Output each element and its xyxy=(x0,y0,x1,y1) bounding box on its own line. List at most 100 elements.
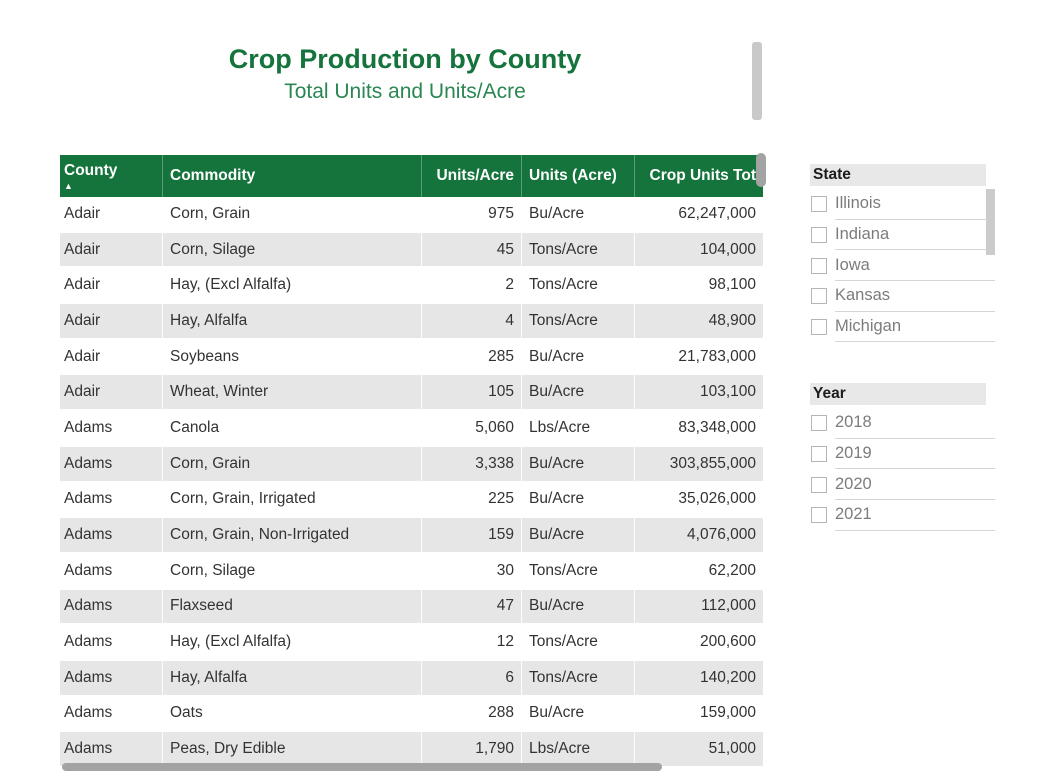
table-cell-county: Adair xyxy=(60,339,162,376)
table-cell-county: Adair xyxy=(60,232,162,269)
table-cell-county: Adams xyxy=(60,518,162,554)
table-row[interactable]: Adair Soybeans 285 Bu/Acre 21,783,000 xyxy=(60,339,763,376)
table-cell-commodity: Hay, (Excl Alfalfa) xyxy=(162,625,421,661)
table-cell-commodity: Oats xyxy=(162,696,421,733)
state-option-iowa[interactable]: Iowa xyxy=(810,250,995,282)
checkbox-unchecked-icon[interactable] xyxy=(811,196,827,213)
table-cell-commodity: Hay, (Excl Alfalfa) xyxy=(162,268,421,305)
option-label-underline: Iowa xyxy=(835,250,995,282)
page-scrollbar-thumb[interactable] xyxy=(752,42,762,120)
table-row[interactable]: Adams Oats 288 Bu/Acre 159,000 xyxy=(60,696,763,733)
table-cell-units-unit: Bu/Acre xyxy=(521,589,634,626)
table-cell-county: Adams xyxy=(60,589,162,626)
page-subtitle: Total Units and Units/Acre xyxy=(284,80,526,103)
state-option-illinois[interactable]: Illinois xyxy=(810,189,995,220)
table-cell-units-acre: 4 xyxy=(421,304,521,340)
table-cell-county: Adams xyxy=(60,411,162,447)
table-cell-county: Adams xyxy=(60,553,162,590)
checkbox-unchecked-icon[interactable] xyxy=(811,227,827,244)
year-option-2019[interactable]: 2019 xyxy=(810,439,995,470)
checkbox-unchecked-icon[interactable] xyxy=(811,319,827,336)
table-cell-county: Adair xyxy=(60,268,162,305)
column-header-county-label: County xyxy=(64,161,118,179)
table-row[interactable]: Adair Wheat, Winter 105 Bu/Acre 103,100 xyxy=(60,375,763,412)
table-cell-commodity: Hay, Alfalfa xyxy=(162,660,421,697)
checkbox-unchecked-icon[interactable] xyxy=(811,288,827,305)
table-row[interactable]: Adams Hay, (Excl Alfalfa) 12 Tons/Acre 200,6… xyxy=(60,625,763,661)
table-row[interactable]: Adair Corn, Silage 45 Tons/Acre 104,000 xyxy=(60,232,763,269)
state-slicer-header: State xyxy=(810,164,986,186)
column-header-commodity[interactable]: Commodity xyxy=(162,155,421,197)
checkbox-unchecked-icon[interactable] xyxy=(811,507,827,524)
year-option-2021[interactable]: 2021 xyxy=(810,500,995,531)
table-row[interactable]: Adams Corn, Silage 30 Tons/Acre 62,200 xyxy=(60,553,763,590)
data-table: County ▲ Commodity Units/Acre Units (Acr… xyxy=(60,155,763,768)
year-option-2018[interactable]: 2018 xyxy=(810,408,995,439)
table-cell-crop-units-tot: 98,100 xyxy=(634,268,763,305)
table-row[interactable]: Adams Hay, Alfalfa 6 Tons/Acre 140,200 xyxy=(60,660,763,697)
column-header-county[interactable]: County ▲ xyxy=(60,155,162,197)
state-option-kansas[interactable]: Kansas xyxy=(810,281,995,312)
table-row[interactable]: Adams Corn, Grain 3,338 Bu/Acre 303,855,000 xyxy=(60,446,763,483)
checkbox-unchecked-icon[interactable] xyxy=(811,415,827,432)
table-row[interactable]: Adams Canola 5,060 Lbs/Acre 83,348,000 xyxy=(60,411,763,447)
table-cell-units-acre: 975 xyxy=(421,197,521,233)
table-cell-units-unit: Bu/Acre xyxy=(521,339,634,376)
table-cell-units-unit: Tons/Acre xyxy=(521,304,634,340)
state-slicer-scrollbar-thumb[interactable] xyxy=(986,189,995,255)
column-header-units-unit[interactable]: Units (Acre) xyxy=(521,155,634,197)
table-row[interactable]: Adams Flaxseed 47 Bu/Acre 112,000 xyxy=(60,589,763,626)
table-cell-crop-units-tot: 62,200 xyxy=(634,553,763,590)
table-cell-crop-units-tot: 62,247,000 xyxy=(634,197,763,233)
year-option-2020[interactable]: 2020 xyxy=(810,469,995,501)
table-cell-units-acre: 225 xyxy=(421,482,521,519)
table-row[interactable]: Adair Hay, (Excl Alfalfa) 2 Tons/Acre 98,100 xyxy=(60,268,763,305)
table-cell-crop-units-tot: 140,200 xyxy=(634,660,763,697)
table-cell-units-unit: Bu/Acre xyxy=(521,446,634,483)
table-cell-commodity: Corn, Silage xyxy=(162,232,421,269)
column-header-units-acre[interactable]: Units/Acre xyxy=(421,155,521,197)
table-horizontal-scrollbar-thumb[interactable] xyxy=(62,763,662,771)
table-cell-commodity: Wheat, Winter xyxy=(162,375,421,412)
table-cell-county: Adair xyxy=(60,304,162,340)
table-cell-units-unit: Tons/Acre xyxy=(521,553,634,590)
table-cell-units-acre: 5,060 xyxy=(421,411,521,447)
table-cell-units-acre: 6 xyxy=(421,660,521,697)
table-row[interactable]: Adair Corn, Grain 975 Bu/Acre 62,247,000 xyxy=(60,197,763,233)
table-cell-commodity: Corn, Silage xyxy=(162,553,421,590)
table-row[interactable]: Adams Corn, Grain, Non-Irrigated 159 Bu/Acr… xyxy=(60,518,763,554)
option-label: Indiana xyxy=(835,225,890,244)
checkbox-unchecked-icon[interactable] xyxy=(811,476,827,493)
table-cell-units-unit: Tons/Acre xyxy=(521,232,634,269)
option-label: Illinois xyxy=(835,194,881,213)
table-cell-units-unit: Bu/Acre xyxy=(521,375,634,412)
table-row[interactable]: Adair Hay, Alfalfa 4 Tons/Acre 48,900 xyxy=(60,304,763,340)
table-vertical-scrollbar-thumb[interactable] xyxy=(756,153,766,187)
state-option-michigan[interactable]: Michigan xyxy=(810,312,995,343)
table-cell-commodity: Peas, Dry Edible xyxy=(162,732,421,768)
option-label: Kansas xyxy=(835,286,891,305)
table-cell-commodity: Corn, Grain xyxy=(162,446,421,483)
checkbox-unchecked-icon[interactable] xyxy=(811,257,827,274)
checkbox-unchecked-icon[interactable] xyxy=(811,446,827,463)
table-cell-county: Adams xyxy=(60,696,162,733)
column-header-crop-units-tot[interactable]: Crop Units Tot xyxy=(634,155,763,197)
table-cell-crop-units-tot: 83,348,000 xyxy=(634,411,763,447)
option-label: 2018 xyxy=(835,413,872,432)
option-label: Iowa xyxy=(835,255,870,274)
table-cell-units-unit: Bu/Acre xyxy=(521,482,634,519)
state-option-indiana[interactable]: Indiana xyxy=(810,220,995,251)
table-cell-units-acre: 105 xyxy=(421,375,521,412)
table-cell-commodity: Soybeans xyxy=(162,339,421,376)
table-cell-county: Adair xyxy=(60,375,162,412)
table-cell-county: Adair xyxy=(60,197,162,233)
table-cell-units-unit: Tons/Acre xyxy=(521,660,634,697)
table-cell-units-unit: Tons/Acre xyxy=(521,268,634,305)
option-label-underline: Indiana xyxy=(835,220,995,251)
option-label: Michigan xyxy=(835,317,902,336)
option-label-underline: Kansas xyxy=(835,281,995,312)
table-row[interactable]: Adams Corn, Grain, Irrigated 225 Bu/Acre 35,… xyxy=(60,482,763,519)
crop-production-table: County ▲ Commodity Units/Acre Units (Acr… xyxy=(60,155,763,769)
table-cell-crop-units-tot: 51,000 xyxy=(634,732,763,768)
option-label-underline: 2021 xyxy=(835,500,995,531)
